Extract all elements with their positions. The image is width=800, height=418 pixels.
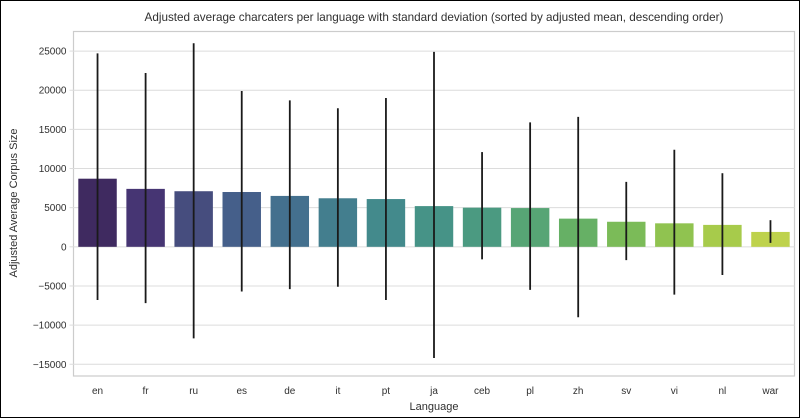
y-tick-label--15000: −15000 <box>33 360 67 371</box>
y-tick-label--10000: −10000 <box>33 321 67 332</box>
x-tick-label-vi: vi <box>671 386 678 397</box>
x-tick-label-sv: sv <box>621 386 631 397</box>
plot-group: 25000 20000 15000 10000 5000 0 −5000 −10000 −150… <box>33 30 796 397</box>
x-tick-label-it: it <box>335 386 340 397</box>
y-tick-label-20000: 20000 <box>39 86 67 97</box>
y-tick-label-15000: 15000 <box>39 125 67 136</box>
y-axis-label: Adjusted Average Corpus Size <box>8 129 20 278</box>
x-tick-label-ceb: ceb <box>474 386 491 397</box>
x-tick-label-fr: fr <box>143 386 150 397</box>
x-tick-label-war: war <box>761 386 779 397</box>
x-axis-label: Language <box>410 401 459 413</box>
y-tick-label--5000: −5000 <box>38 281 67 292</box>
x-tick-label-ja: ja <box>429 386 438 397</box>
x-tick-label-nl: nl <box>719 386 727 397</box>
y-tick-label-25000: 25000 <box>39 47 67 58</box>
x-tick-label-zh: zh <box>573 386 584 397</box>
y-tick-label-0: 0 <box>61 242 67 253</box>
x-tick-label-es: es <box>236 386 247 397</box>
x-tick-label-ru: ru <box>189 386 198 397</box>
chart-title: Adjusted average charcaters per language… <box>145 11 724 24</box>
x-tick-label-en: en <box>92 386 103 397</box>
x-tick-label-pt: pt <box>382 386 391 397</box>
y-tick-label-5000: 5000 <box>44 203 67 214</box>
x-tick-label-pl: pl <box>526 386 534 397</box>
x-tick-label-de: de <box>284 386 296 397</box>
y-tick-label-10000: 10000 <box>39 164 67 175</box>
